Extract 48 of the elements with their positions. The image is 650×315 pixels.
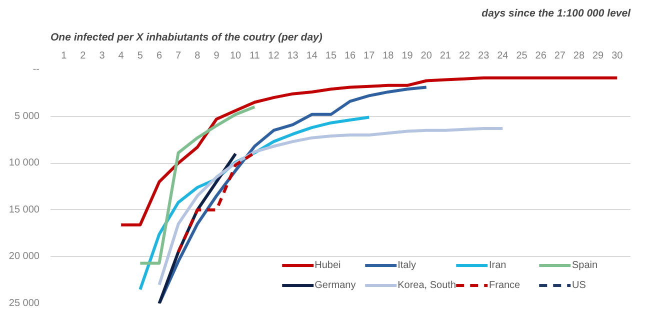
x-tick-label: 20 xyxy=(420,50,432,62)
x-tick-label: 14 xyxy=(306,50,318,62)
legend-label: Spain xyxy=(572,260,599,270)
x-tick-label: 21 xyxy=(440,50,452,62)
y-tick-label: 20 000 xyxy=(8,251,40,262)
x-tick-label: 6 xyxy=(156,50,162,62)
line-series xyxy=(120,76,619,226)
x-tick-label: 18 xyxy=(382,50,394,62)
y-tick-label: 10 000 xyxy=(8,158,40,169)
x-tick-label: 29 xyxy=(592,50,604,62)
x-tick-label: 23 xyxy=(478,50,490,62)
x-tick-label: 4 xyxy=(118,50,124,62)
legend-label: Iran xyxy=(489,260,508,270)
x-tick-label: 1 xyxy=(61,50,68,62)
legend-label: Korea, South xyxy=(398,280,456,290)
y-tick-label: 25 000 xyxy=(8,298,40,309)
x-tick-label: 9 xyxy=(214,50,220,62)
x-tick-label: 3 xyxy=(99,50,106,62)
legend-label: US xyxy=(572,280,587,290)
x-tick-label: 24 xyxy=(497,50,509,62)
x-tick-label: 15 xyxy=(325,50,337,62)
line-series xyxy=(138,105,256,265)
x-tick-label: 8 xyxy=(194,50,201,62)
x-tick-label: 11 xyxy=(249,50,260,62)
legend-label: Germany xyxy=(314,280,357,290)
y-tick-label: 15 000 xyxy=(8,204,40,216)
legend-label: France xyxy=(489,280,522,290)
x-tick-label: 28 xyxy=(573,50,585,62)
legend-label: Italy xyxy=(398,260,417,270)
x-axis-title: days since the 1:100 000 level xyxy=(482,8,632,20)
x-tick-label: 16 xyxy=(344,50,356,62)
x-tick-label: 12 xyxy=(268,50,280,62)
x-tick-label: 13 xyxy=(287,50,299,62)
x-tick-label: 2 xyxy=(80,50,86,62)
y-tick-label: -- xyxy=(32,64,40,75)
x-tick-label: 25 xyxy=(516,50,528,62)
legend-label: Hubei xyxy=(314,260,342,270)
x-tick-label: 27 xyxy=(554,50,566,62)
x-tick-label: 22 xyxy=(458,50,471,62)
x-tick-label: 7 xyxy=(176,50,182,62)
x-tick-label: 26 xyxy=(535,50,547,62)
y-tick-label: 5 000 xyxy=(14,110,40,122)
chart-title: One infected per X inhabiutants of the coutry (per day) xyxy=(50,32,323,44)
x-tick-label: 30 xyxy=(612,50,624,62)
x-tick-label: 17 xyxy=(364,50,376,62)
x-tick-label: 5 xyxy=(137,50,144,62)
x-tick-label: 10 xyxy=(230,50,242,62)
x-tick-label: 19 xyxy=(402,50,414,62)
